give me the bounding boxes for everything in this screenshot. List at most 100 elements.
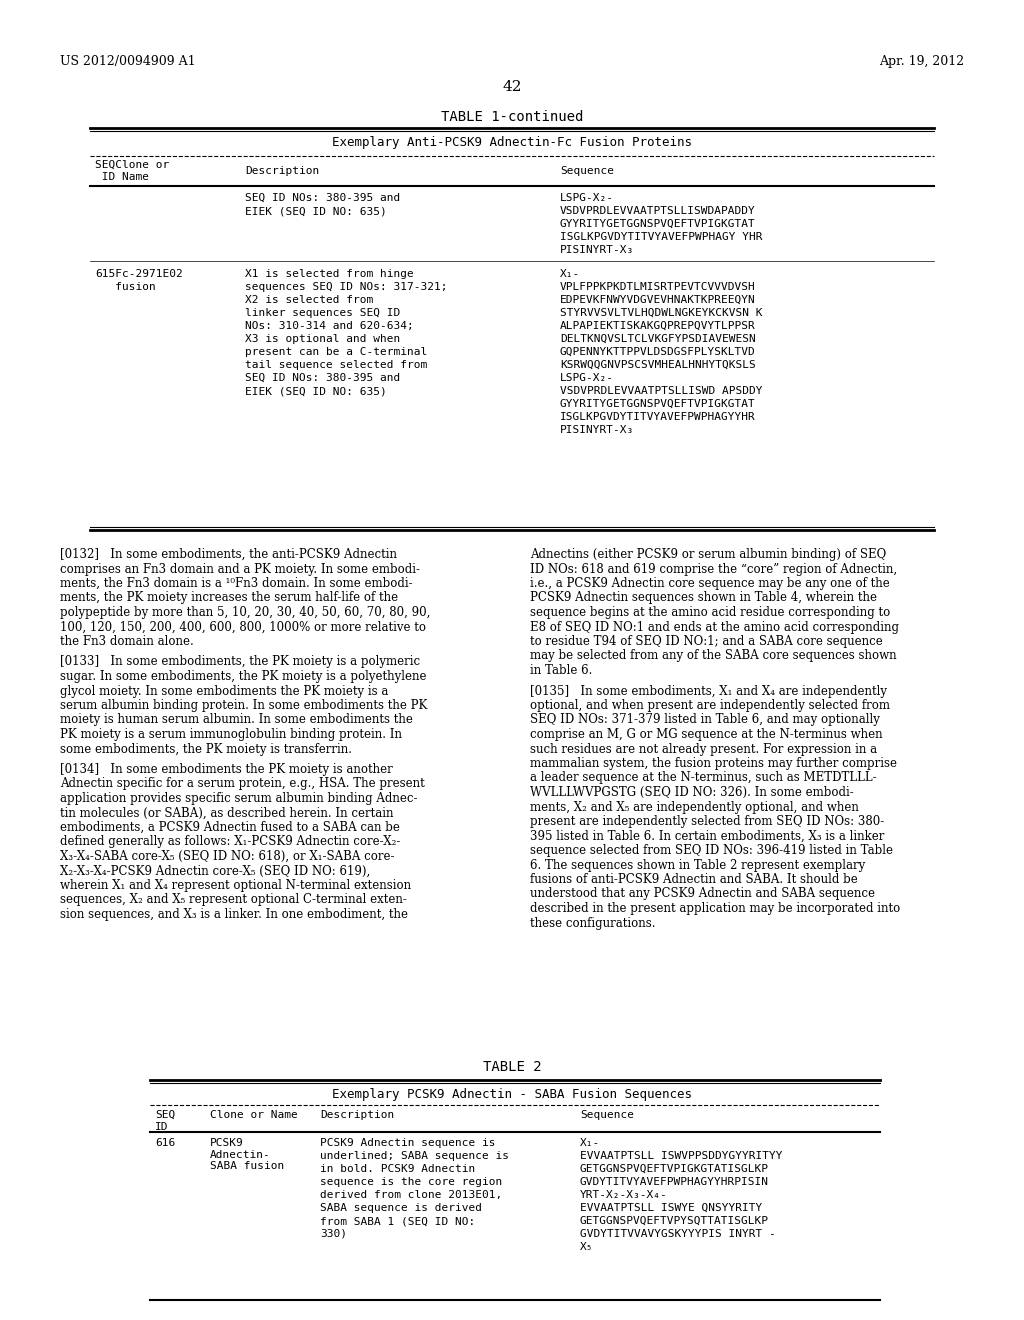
Text: a leader sequence at the N-terminus, such as METDTLLL-: a leader sequence at the N-terminus, suc… <box>530 771 877 784</box>
Text: Apr. 19, 2012: Apr. 19, 2012 <box>879 55 964 69</box>
Text: tail sequence selected from: tail sequence selected from <box>245 360 427 370</box>
Text: X₁-: X₁- <box>560 269 581 279</box>
Text: present can be a C-terminal: present can be a C-terminal <box>245 347 427 356</box>
Text: Sequence: Sequence <box>560 166 614 176</box>
Text: X₁-: X₁- <box>580 1138 600 1148</box>
Text: VSDVPRDLEVVAATPTSLLISWDAPADDY: VSDVPRDLEVVAATPTSLLISWDAPADDY <box>560 206 756 216</box>
Text: polypeptide by more than 5, 10, 20, 30, 40, 50, 60, 70, 80, 90,: polypeptide by more than 5, 10, 20, 30, … <box>60 606 430 619</box>
Text: sequence is the core region: sequence is the core region <box>319 1177 502 1187</box>
Text: X₃-X₄-SABA core-X₅ (SEQ ID NO: 618), or X₁-SABA core-: X₃-X₄-SABA core-X₅ (SEQ ID NO: 618), or … <box>60 850 394 863</box>
Text: ments, X₂ and X₅ are independently optional, and when: ments, X₂ and X₅ are independently optio… <box>530 800 859 813</box>
Text: GYYRITYGETGGNSPVQEFTVPIGKGTAT: GYYRITYGETGGNSPVQEFTVPIGKGTAT <box>560 399 756 409</box>
Text: the Fn3 domain alone.: the Fn3 domain alone. <box>60 635 194 648</box>
Text: 395 listed in Table 6. In certain embodiments, X₃ is a linker: 395 listed in Table 6. In certain embodi… <box>530 829 885 842</box>
Text: ments, the Fn3 domain is a ¹⁰Fn3 domain. In some embodi-: ments, the Fn3 domain is a ¹⁰Fn3 domain.… <box>60 577 413 590</box>
Text: understood that any PCSK9 Adnectin and SABA sequence: understood that any PCSK9 Adnectin and S… <box>530 887 874 900</box>
Text: [0134]   In some embodiments the PK moiety is another: [0134] In some embodiments the PK moiety… <box>60 763 393 776</box>
Text: 6. The sequences shown in Table 2 represent exemplary: 6. The sequences shown in Table 2 repres… <box>530 858 865 871</box>
Text: X2 is selected from: X2 is selected from <box>245 294 374 305</box>
Text: embodiments, a PCSK9 Adnectin fused to a SABA can be: embodiments, a PCSK9 Adnectin fused to a… <box>60 821 400 834</box>
Text: ID Name: ID Name <box>95 172 150 182</box>
Text: Exemplary Anti-PCSK9 Adnectin-Fc Fusion Proteins: Exemplary Anti-PCSK9 Adnectin-Fc Fusion … <box>332 136 692 149</box>
Text: ISGLKPGVDYTITVYAVEFPWPHAGY YHR: ISGLKPGVDYTITVYAVEFPWPHAGY YHR <box>560 232 763 242</box>
Text: GVDYTITVYAVEFPWPHAGYYHRPISIN: GVDYTITVYAVEFPWPHAGYYHRPISIN <box>580 1177 769 1187</box>
Text: 100, 120, 150, 200, 400, 600, 800, 1000% or more relative to: 100, 120, 150, 200, 400, 600, 800, 1000%… <box>60 620 426 634</box>
Text: PCSK9
Adnectin-
SABA fusion: PCSK9 Adnectin- SABA fusion <box>210 1138 285 1171</box>
Text: 616: 616 <box>155 1138 175 1148</box>
Text: TABLE 1-continued: TABLE 1-continued <box>440 110 584 124</box>
Text: EDPEVKFNWYVDGVEVHNAKTKPREEQYN: EDPEVKFNWYVDGVEVHNAKTKPREEQYN <box>560 294 756 305</box>
Text: STYRVVSVLTVLHQDWLNGKEYKCKVSN K: STYRVVSVLTVLHQDWLNGKEYKCKVSN K <box>560 308 763 318</box>
Text: LSPG-X₂-: LSPG-X₂- <box>560 374 614 383</box>
Text: in bold. PCSK9 Adnectin: in bold. PCSK9 Adnectin <box>319 1164 475 1173</box>
Text: mammalian system, the fusion proteins may further comprise: mammalian system, the fusion proteins ma… <box>530 756 897 770</box>
Text: SEQ ID NOs: 371-379 listed in Table 6, and may optionally: SEQ ID NOs: 371-379 listed in Table 6, a… <box>530 714 880 726</box>
Text: moiety is human serum albumin. In some embodiments the: moiety is human serum albumin. In some e… <box>60 714 413 726</box>
Text: 42: 42 <box>502 81 522 94</box>
Text: E8 of SEQ ID NO:1 and ends at the amino acid corresponding: E8 of SEQ ID NO:1 and ends at the amino … <box>530 620 899 634</box>
Text: [0133]   In some embodiments, the PK moiety is a polymeric: [0133] In some embodiments, the PK moiet… <box>60 656 420 668</box>
Text: WVLLLWVPGSTG (SEQ ID NO: 326). In some embodi-: WVLLLWVPGSTG (SEQ ID NO: 326). In some e… <box>530 785 854 799</box>
Text: application provides specific serum albumin binding Adnec-: application provides specific serum albu… <box>60 792 418 805</box>
Text: SEQ
ID: SEQ ID <box>155 1110 175 1131</box>
Text: Description: Description <box>245 166 319 176</box>
Text: sequence selected from SEQ ID NOs: 396-419 listed in Table: sequence selected from SEQ ID NOs: 396-4… <box>530 843 893 857</box>
Text: Description: Description <box>319 1110 394 1119</box>
Text: Clone or Name: Clone or Name <box>210 1110 298 1119</box>
Text: GETGGNSPVQEFTVPIGKGTATISGLKP: GETGGNSPVQEFTVPIGKGTATISGLKP <box>580 1164 769 1173</box>
Text: Exemplary PCSK9 Adnectin - SABA Fusion Sequences: Exemplary PCSK9 Adnectin - SABA Fusion S… <box>332 1088 692 1101</box>
Text: such residues are not already present. For expression in a: such residues are not already present. F… <box>530 742 878 755</box>
Text: VSDVPRDLEVVAATPTSLLISWD APSDDY: VSDVPRDLEVVAATPTSLLISWD APSDDY <box>560 385 763 396</box>
Text: US 2012/0094909 A1: US 2012/0094909 A1 <box>60 55 196 69</box>
Text: sequence begins at the amino acid residue corresponding to: sequence begins at the amino acid residu… <box>530 606 890 619</box>
Text: KSRWQQGNVPSCSVMHEALHNHYTQKSLS: KSRWQQGNVPSCSVMHEALHNHYTQKSLS <box>560 360 756 370</box>
Text: SABA sequence is derived: SABA sequence is derived <box>319 1203 482 1213</box>
Text: SEQ ID NOs: 380-395 and: SEQ ID NOs: 380-395 and <box>245 374 400 383</box>
Text: YRT-X₂-X₃-X₄-: YRT-X₂-X₃-X₄- <box>580 1191 668 1200</box>
Text: DELTKNQVSLTCLVKGFYPSDIAVEWESN: DELTKNQVSLTCLVKGFYPSDIAVEWESN <box>560 334 756 345</box>
Text: serum albumin binding protein. In some embodiments the PK: serum albumin binding protein. In some e… <box>60 700 427 711</box>
Text: NOs: 310-314 and 620-634;: NOs: 310-314 and 620-634; <box>245 321 414 331</box>
Text: [0132]   In some embodiments, the anti-PCSK9 Adnectin: [0132] In some embodiments, the anti-PCS… <box>60 548 397 561</box>
Text: PCSK9 Adnectin sequence is: PCSK9 Adnectin sequence is <box>319 1138 496 1148</box>
Text: defined generally as follows: X₁-PCSK9 Adnectin core-X₂-: defined generally as follows: X₁-PCSK9 A… <box>60 836 400 849</box>
Text: fusion: fusion <box>95 282 156 292</box>
Text: LSPG-X₂-: LSPG-X₂- <box>560 193 614 203</box>
Text: linker sequences SEQ ID: linker sequences SEQ ID <box>245 308 400 318</box>
Text: Adnectin specific for a serum protein, e.g., HSA. The present: Adnectin specific for a serum protein, e… <box>60 777 425 791</box>
Text: EVVAATPTSLL ISWYE QNSYYRITY: EVVAATPTSLL ISWYE QNSYYRITY <box>580 1203 762 1213</box>
Text: PK moiety is a serum immunoglobulin binding protein. In: PK moiety is a serum immunoglobulin bind… <box>60 729 402 741</box>
Text: wherein X₁ and X₄ represent optional N-terminal extension: wherein X₁ and X₄ represent optional N-t… <box>60 879 411 892</box>
Text: SEQClone or: SEQClone or <box>95 160 169 170</box>
Text: these configurations.: these configurations. <box>530 916 655 929</box>
Text: SEQ ID NOs: 380-395 and: SEQ ID NOs: 380-395 and <box>245 193 400 203</box>
Text: sugar. In some embodiments, the PK moiety is a polyethylene: sugar. In some embodiments, the PK moiet… <box>60 671 427 682</box>
Text: sion sequences, and X₃ is a linker. In one embodiment, the: sion sequences, and X₃ is a linker. In o… <box>60 908 408 921</box>
Text: ID NOs: 618 and 619 comprise the “core” region of Adnectin,: ID NOs: 618 and 619 comprise the “core” … <box>530 562 897 576</box>
Text: fusions of anti-PCSK9 Adnectin and SABA. It should be: fusions of anti-PCSK9 Adnectin and SABA.… <box>530 873 858 886</box>
Text: TABLE 2: TABLE 2 <box>482 1060 542 1074</box>
Text: 615Fc-2971E02: 615Fc-2971E02 <box>95 269 182 279</box>
Text: EIEK (SEQ ID NO: 635): EIEK (SEQ ID NO: 635) <box>245 385 387 396</box>
Text: X1 is selected from hinge: X1 is selected from hinge <box>245 269 414 279</box>
Text: ALPAPIEKTISKAKGQPREPQVYTLPPSR: ALPAPIEKTISKAKGQPREPQVYTLPPSR <box>560 321 756 331</box>
Text: some embodiments, the PK moiety is transferrin.: some embodiments, the PK moiety is trans… <box>60 742 352 755</box>
Text: comprises an Fn3 domain and a PK moiety. In some embodi-: comprises an Fn3 domain and a PK moiety.… <box>60 562 420 576</box>
Text: EIEK (SEQ ID NO: 635): EIEK (SEQ ID NO: 635) <box>245 206 387 216</box>
Text: glycol moiety. In some embodiments the PK moiety is a: glycol moiety. In some embodiments the P… <box>60 685 388 697</box>
Text: [0135]   In some embodiments, X₁ and X₄ are independently: [0135] In some embodiments, X₁ and X₄ ar… <box>530 685 887 697</box>
Text: comprise an M, G or MG sequence at the N-terminus when: comprise an M, G or MG sequence at the N… <box>530 729 883 741</box>
Text: 330): 330) <box>319 1229 347 1239</box>
Text: GETGGNSPVQEFTVPYSQTTATISGLKP: GETGGNSPVQEFTVPYSQTTATISGLKP <box>580 1216 769 1226</box>
Text: sequences, X₂ and X₅ represent optional C-terminal exten-: sequences, X₂ and X₅ represent optional … <box>60 894 407 907</box>
Text: in Table 6.: in Table 6. <box>530 664 592 677</box>
Text: optional, and when present are independently selected from: optional, and when present are independe… <box>530 700 890 711</box>
Text: Adnectins (either PCSK9 or serum albumin binding) of SEQ: Adnectins (either PCSK9 or serum albumin… <box>530 548 886 561</box>
Text: GYYRITYGETGGNSPVQEFTVPIGKGTAT: GYYRITYGETGGNSPVQEFTVPIGKGTAT <box>560 219 756 228</box>
Text: derived from clone 2013E01,: derived from clone 2013E01, <box>319 1191 502 1200</box>
Text: X₂-X₃-X₄-PCSK9 Adnectin core-X₅ (SEQ ID NO: 619),: X₂-X₃-X₄-PCSK9 Adnectin core-X₅ (SEQ ID … <box>60 865 371 878</box>
Text: may be selected from any of the SABA core sequences shown: may be selected from any of the SABA cor… <box>530 649 897 663</box>
Text: tin molecules (or SABA), as described herein. In certain: tin molecules (or SABA), as described he… <box>60 807 393 820</box>
Text: GQPENNYKTTPPVLDSDGSFPLYSKLTVD: GQPENNYKTTPPVLDSDGSFPLYSKLTVD <box>560 347 756 356</box>
Text: ISGLKPGVDYTITVYAVEFPWPHAGYYHR: ISGLKPGVDYTITVYAVEFPWPHAGYYHR <box>560 412 756 422</box>
